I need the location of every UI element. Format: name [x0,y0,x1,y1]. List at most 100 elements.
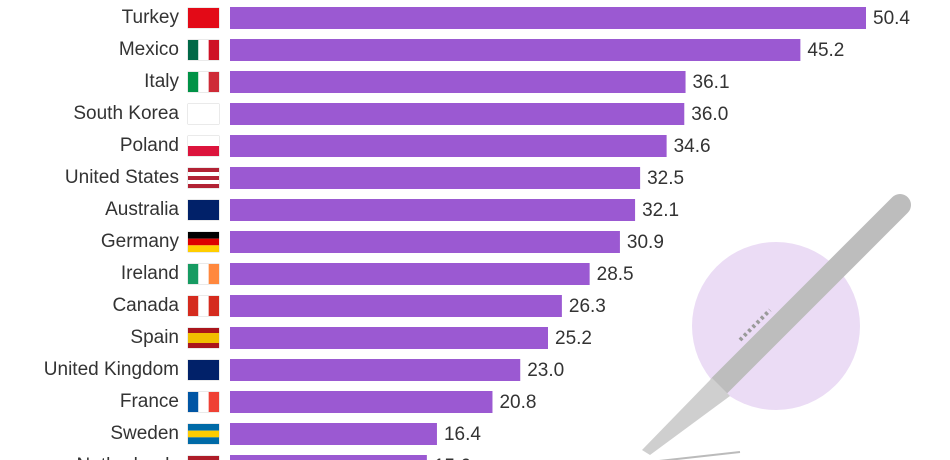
flag-stripe [188,338,219,343]
flag-stripe [188,146,219,156]
value-label: 50.4 [873,8,910,29]
flag [187,7,220,29]
flag-stripe [188,104,219,124]
value-label: 15.6 [434,456,471,460]
flag-stripe [208,40,219,60]
flag-stripe [188,424,219,431]
flag [187,135,220,157]
flag-stripe [188,40,199,60]
bar [230,327,548,349]
bar [230,199,636,221]
flag-stripe [198,40,209,60]
bar [230,423,437,445]
flag-stripe [198,72,209,92]
bar [230,103,685,125]
flag-stripe [188,180,219,184]
category-label: Poland [120,135,179,156]
flag-stripe [208,392,219,412]
flag-stripe [188,238,219,246]
flag [187,167,220,189]
flag-stripe [208,296,219,316]
decor-line [658,451,741,460]
category-label: Sweden [110,423,179,444]
bar [230,295,562,317]
flag-stripe [188,296,199,316]
category-label: Ireland [121,263,179,284]
flag [187,391,220,413]
flag-stripe [188,172,219,176]
flag-stripe [188,430,219,438]
flag-stripe [198,264,209,284]
flag-stripe [188,343,219,348]
category-label: Canada [112,295,179,316]
category-label: United Kingdom [44,359,179,380]
category-label: Australia [105,199,179,220]
flag-stripe [188,168,219,172]
value-label: 45.2 [807,40,844,61]
value-label: 36.1 [693,72,730,93]
flag-stripe [198,392,209,412]
category-label: United States [65,167,179,188]
flag [187,71,220,93]
bar [230,391,493,413]
flag-stripe [188,437,219,444]
bar [230,231,620,253]
value-label: 16.4 [444,424,481,445]
flag [187,199,220,221]
flag [187,359,220,381]
bar [230,71,686,93]
flag-stripe [208,264,219,284]
value-label: 36.0 [691,104,728,125]
flag-stripe [188,333,219,338]
value-label: 28.5 [597,264,634,285]
value-label: 25.2 [555,328,592,349]
scalpel-grip [738,308,772,342]
value-label: 26.3 [569,296,606,317]
flag-stripe [188,72,199,92]
category-label: Spain [130,327,179,348]
scalpel-handle [709,194,911,396]
bar [230,455,427,460]
flag [187,103,220,125]
bar [230,359,521,381]
bar [230,7,866,29]
value-label: 20.8 [499,392,536,413]
flag [187,423,220,445]
category-label: Germany [101,231,180,252]
flag [187,455,220,460]
category-label: South Korea [73,103,179,124]
flag-stripe [198,296,209,316]
value-label: 34.6 [674,136,711,157]
value-label: 30.9 [627,232,664,253]
scalpel-blade [642,378,730,455]
flag-stripe [188,245,219,252]
flag [187,231,220,253]
value-label: 32.5 [647,168,684,189]
value-label: 32.1 [642,200,679,221]
flag [187,327,220,349]
flag-stripe [188,136,219,146]
flag-stripe [188,328,219,333]
flag [187,39,220,61]
flag [187,263,220,285]
bar [230,263,590,285]
flag-stripe [188,392,199,412]
flag-stripe [188,200,219,220]
flag-stripe [188,456,219,460]
category-label: Turkey [122,7,180,28]
value-label: 23.0 [527,360,564,381]
flag-stripe [188,264,199,284]
flag-stripe [188,184,219,188]
flag-stripe [188,176,219,180]
category-label: France [120,391,179,412]
flag-stripe [208,72,219,92]
category-label: Mexico [119,39,179,60]
flag-stripe [188,360,219,380]
flag-stripe [188,8,219,28]
flag [187,295,220,317]
flag-stripe [188,232,219,239]
decoration [642,194,911,460]
bar [230,39,801,61]
